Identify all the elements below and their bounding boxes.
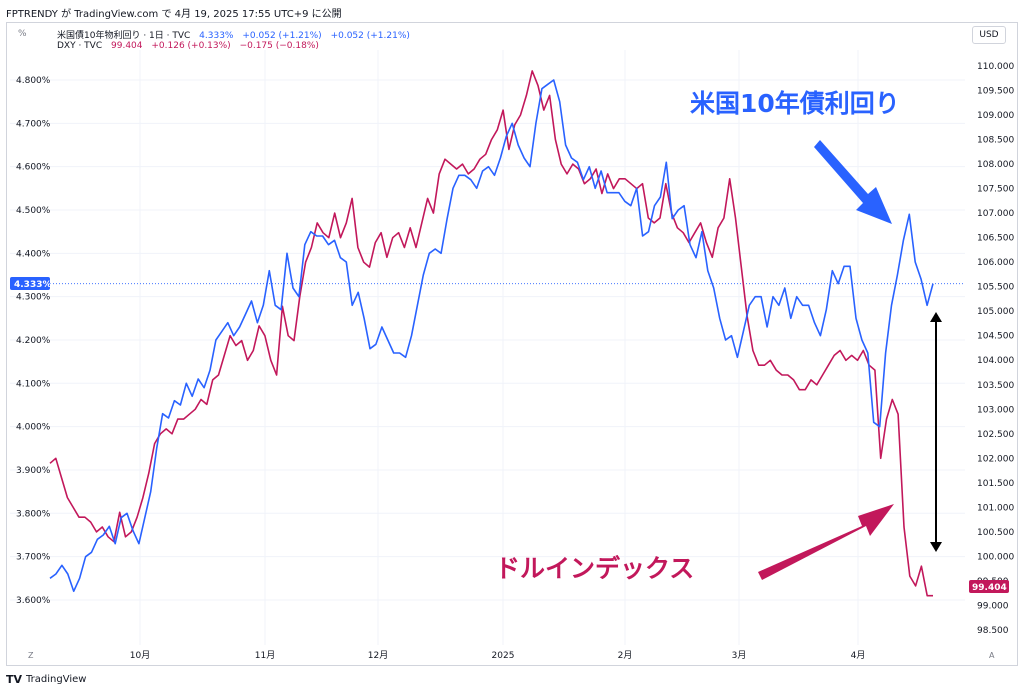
grid-lines bbox=[10, 50, 965, 645]
chart-frame bbox=[6, 22, 1018, 666]
left-corner-mark: Z bbox=[28, 651, 34, 660]
right-tick-label: 109.000 bbox=[977, 111, 1014, 121]
legend-dxy-change2: −0.175 (−0.18%) bbox=[239, 41, 319, 51]
right-tick-label: 98.500 bbox=[977, 626, 1009, 636]
legend-yield-name: 米国債10年物利回り · 1日 · TVC bbox=[57, 31, 191, 41]
currency-button[interactable]: USD bbox=[972, 26, 1006, 44]
right-axis-ticks: 110.000 109.500 109.000 108.500 108.000 107.5… bbox=[977, 62, 1014, 636]
x-tick-label: 2025 bbox=[492, 651, 515, 661]
x-tick-label: 10月 bbox=[130, 650, 150, 661]
left-price-tag-text: 4.333% bbox=[14, 280, 52, 290]
right-corner-mark: A bbox=[989, 651, 995, 660]
x-tick-label: 12月 bbox=[368, 650, 388, 661]
red-arrow bbox=[758, 504, 894, 580]
right-tick-label: 106.500 bbox=[977, 234, 1014, 244]
series-dxy-line[interactable] bbox=[49, 70, 933, 597]
legend-dxy-name: DXY · TVC bbox=[57, 41, 103, 51]
right-tick-label: 100.000 bbox=[977, 552, 1014, 562]
right-tick-label: 103.000 bbox=[977, 405, 1014, 415]
left-tick-label: 4.400% bbox=[16, 249, 51, 259]
yield-annotation-label: 米国10年債利回り bbox=[690, 89, 900, 118]
right-tick-label: 102.500 bbox=[977, 430, 1014, 440]
gap-arrow-head-top bbox=[930, 312, 942, 322]
right-price-tag bbox=[969, 580, 1009, 593]
blue-arrow bbox=[814, 140, 892, 224]
right-tick-label: 99.000 bbox=[977, 601, 1009, 611]
left-tick-label: 4.800% bbox=[16, 76, 51, 86]
right-tick-label: 108.500 bbox=[977, 136, 1014, 146]
x-axis-ticks: 10月 11月 12月 2025 2月 3月 4月 bbox=[130, 650, 866, 661]
right-tick-label: 106.000 bbox=[977, 258, 1014, 268]
left-tick-label: 3.900% bbox=[16, 466, 51, 476]
right-tick-label: 107.500 bbox=[977, 185, 1014, 195]
right-tick-label: 104.000 bbox=[977, 356, 1014, 366]
x-tick-label: 11月 bbox=[255, 650, 275, 661]
tradingview-brand[interactable]: TV TradingView bbox=[6, 673, 86, 686]
gap-arrow-head-bottom bbox=[930, 542, 942, 552]
right-tick-label: 104.500 bbox=[977, 332, 1014, 342]
left-tick-label: 4.100% bbox=[16, 379, 51, 389]
right-tick-label: 107.000 bbox=[977, 209, 1014, 219]
x-tick-label: 2月 bbox=[618, 650, 633, 661]
right-price-tag-text: 99.404 bbox=[972, 583, 1007, 593]
left-tick-label: 4.000% bbox=[16, 423, 51, 433]
legend-dxy-change: +0.126 (+0.13%) bbox=[151, 41, 231, 51]
x-tick-label: 4月 bbox=[851, 650, 866, 661]
tradingview-logo-icon: TV bbox=[6, 673, 23, 686]
left-tick-label: 4.200% bbox=[16, 336, 51, 346]
left-tick-label: 3.700% bbox=[16, 553, 51, 563]
legend-yield-change: +0.052 (+1.21%) bbox=[242, 31, 322, 41]
right-tick-label: 105.500 bbox=[977, 283, 1014, 293]
right-tick-label: 103.500 bbox=[977, 381, 1014, 391]
x-tick-label: 3月 bbox=[732, 650, 747, 661]
legend-row-dxy[interactable]: DXY · TVC 99.404 +0.126 (+0.13%) −0.175 … bbox=[57, 41, 325, 51]
left-tick-label: 4.600% bbox=[16, 163, 51, 173]
right-tick-label: 101.500 bbox=[977, 479, 1014, 489]
right-tick-label: 101.000 bbox=[977, 503, 1014, 513]
brand-label: TradingView bbox=[26, 674, 87, 685]
legend-yield-last: 4.333% bbox=[199, 31, 234, 41]
left-tick-label: 4.700% bbox=[16, 119, 51, 129]
right-tick-label: 105.000 bbox=[977, 307, 1014, 317]
series-yield-line[interactable] bbox=[49, 79, 934, 593]
published-line: FPTRENDY が TradingView.com で 4月 19, 2025… bbox=[6, 9, 342, 20]
left-axis-ticks: 4.800% 4.700% 4.600% 4.500% 4.400% 4.300% 4.20… bbox=[16, 76, 51, 606]
legend-yield-change2: +0.052 (+1.21%) bbox=[330, 31, 410, 41]
legend-dxy-last: 99.404 bbox=[111, 41, 143, 51]
legend-row-yield[interactable]: 米国債10年物利回り · 1日 · TVC 4.333% +0.052 (+1.… bbox=[57, 28, 416, 41]
left-tick-label: 3.600% bbox=[16, 596, 51, 606]
dxy-annotation-label: ドルインデックス bbox=[495, 554, 694, 583]
left-tick-label: 3.800% bbox=[16, 509, 51, 519]
left-tick-label: 4.300% bbox=[16, 293, 51, 303]
right-tick-label: 102.000 bbox=[977, 454, 1014, 464]
left-tick-label: 4.500% bbox=[16, 206, 51, 216]
right-tick-label: 109.500 bbox=[977, 87, 1014, 97]
right-tick-label: 108.000 bbox=[977, 160, 1014, 170]
right-tick-label: 100.500 bbox=[977, 528, 1014, 538]
right-tick-label: 110.000 bbox=[977, 62, 1014, 72]
left-price-tag bbox=[10, 277, 50, 290]
percent-toggle[interactable]: % bbox=[18, 29, 27, 39]
